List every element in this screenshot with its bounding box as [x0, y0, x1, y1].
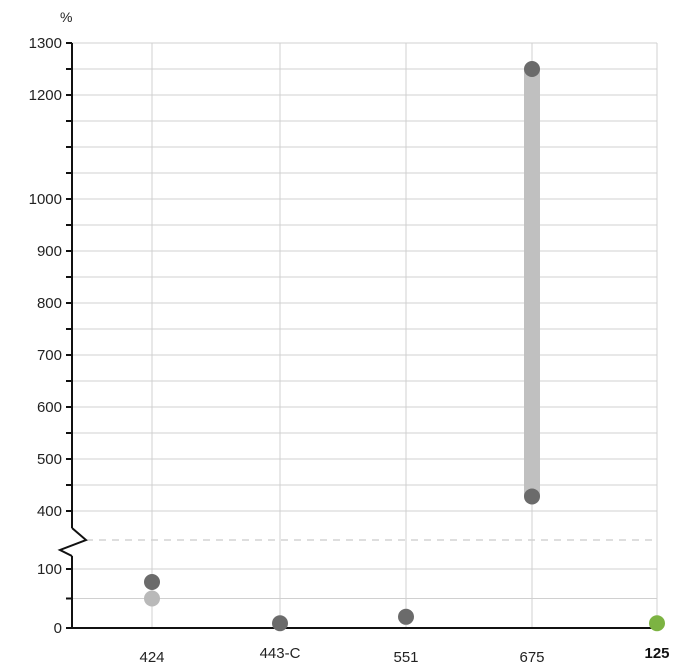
- data-point: [524, 61, 540, 77]
- axis-break-zigzag: [57, 527, 88, 557]
- data-point: [144, 590, 160, 607]
- data-point: [649, 615, 665, 632]
- y-tick-label: 0: [54, 620, 62, 637]
- y-tick-label: 1200: [29, 87, 62, 104]
- y-tick-label: 800: [37, 295, 62, 312]
- y-tick-label: 1000: [29, 191, 62, 208]
- data-point: [524, 488, 540, 505]
- y-tick-label: 600: [37, 399, 62, 416]
- y-tick-label: 500: [37, 451, 62, 468]
- y-axis-unit: %: [60, 9, 72, 25]
- data-point: [144, 573, 160, 590]
- category-label: 551: [393, 649, 418, 666]
- y-tick-label: 900: [37, 243, 62, 260]
- y-tick-label: 1300: [29, 35, 62, 52]
- category-label: 125: [644, 645, 669, 662]
- category-label: 443-C: [260, 645, 301, 662]
- category-label: 675: [519, 649, 544, 666]
- y-tick-label: 400: [37, 503, 62, 520]
- category-label: 424: [139, 649, 164, 666]
- y-tick-label: 100: [37, 561, 62, 578]
- y-tick-label: 700: [37, 347, 62, 364]
- data-point: [272, 615, 288, 632]
- data-point: [398, 608, 414, 625]
